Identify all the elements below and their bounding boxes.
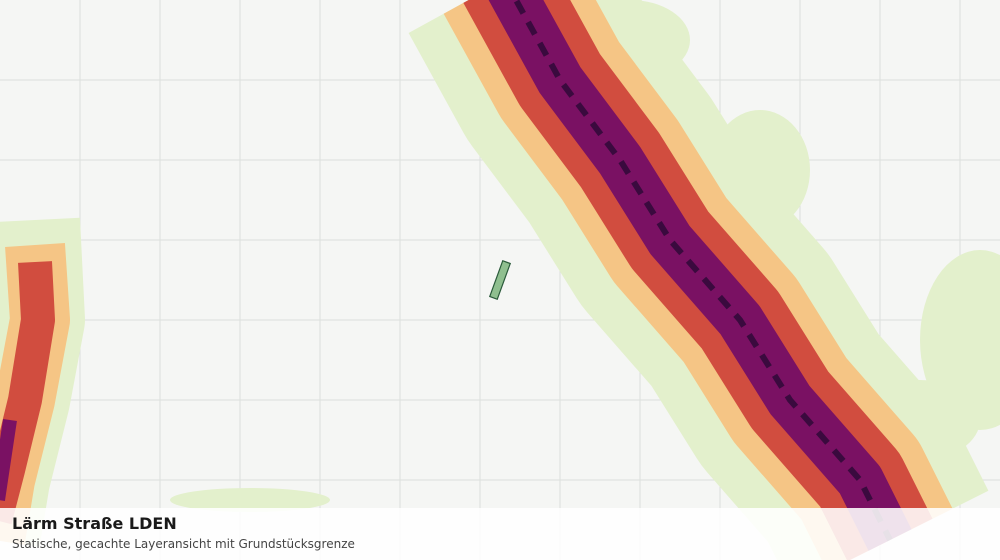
caption-panel: Lärm Straße LDEN Statische, gecachte Lay… <box>0 508 1000 560</box>
parcel-boundary[interactable] <box>488 260 512 300</box>
map-subtitle: Statische, gecachte Layeransicht mit Gru… <box>12 537 355 551</box>
noise-band-70 <box>0 418 17 502</box>
map-title: Lärm Straße LDEN <box>12 514 177 533</box>
noise-band-75 <box>512 0 893 542</box>
noise-patch <box>170 488 330 512</box>
